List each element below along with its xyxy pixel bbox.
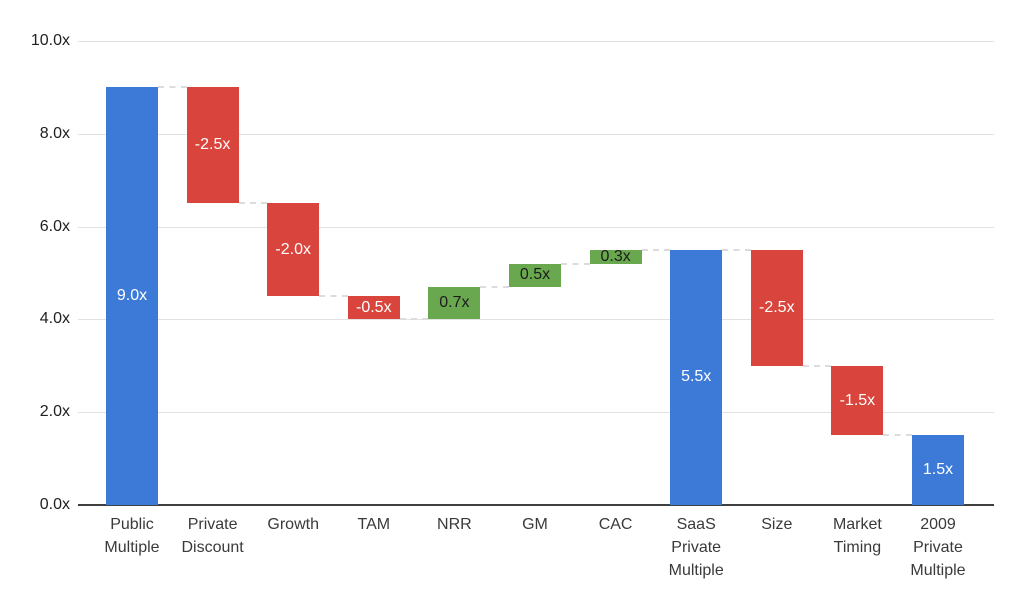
bar-cac: 0.3x bbox=[589, 247, 642, 265]
y-tick-label: 8.0x bbox=[39, 124, 70, 142]
y-tick-label: 10.0x bbox=[30, 32, 70, 49]
x-category-label-line: Multiple bbox=[668, 562, 724, 579]
x-category-label-line: GM bbox=[522, 516, 548, 533]
connector-line bbox=[641, 248, 671, 251]
bar-growth: -2.0x bbox=[267, 203, 320, 297]
x-category-label-2009-private-multiple: 2009 Private Multiple bbox=[890, 513, 986, 582]
x-category-label-cac: CAC bbox=[568, 513, 664, 536]
x-category-label-line: Private bbox=[913, 539, 963, 556]
x-category-label-public-multiple: Public Multiple bbox=[84, 513, 180, 559]
x-category-label-line: Multiple bbox=[104, 539, 160, 556]
x-category-label-line: Growth bbox=[267, 516, 319, 533]
bar-2009-private-multiple: 1.5x bbox=[912, 435, 964, 505]
bar-gm: 0.5x bbox=[509, 263, 561, 287]
gridline bbox=[78, 412, 994, 414]
bar-value-label: -0.5x bbox=[356, 298, 392, 316]
connector-line bbox=[722, 248, 751, 251]
bar-value-label: 5.5x bbox=[681, 368, 712, 386]
bar-private-discount: -2.5x bbox=[186, 87, 239, 204]
bar-value-label: 9.0x bbox=[116, 287, 148, 305]
gridline bbox=[78, 226, 994, 228]
x-category-label-line: SaaS bbox=[676, 516, 716, 533]
gridline bbox=[78, 319, 994, 321]
x-category-label-tam: TAM bbox=[326, 513, 422, 536]
x-category-label-nrr: NRR bbox=[406, 513, 502, 536]
gridline bbox=[78, 133, 994, 135]
y-tick-label: 2.0x bbox=[39, 403, 70, 421]
bar-saas-private-multiple: 5.5x bbox=[670, 249, 723, 505]
x-category-label-line: Size bbox=[761, 516, 793, 533]
x-axis-line bbox=[78, 504, 994, 506]
x-category-label-line: Public bbox=[110, 516, 154, 533]
bar-value-label: -1.5x bbox=[839, 391, 876, 409]
x-category-label-line: Private bbox=[671, 539, 722, 556]
gridline bbox=[78, 41, 994, 42]
x-category-label-private-discount: Private Discount bbox=[165, 513, 261, 559]
bar-size: -2.5x bbox=[750, 249, 803, 366]
connector-line bbox=[802, 364, 832, 367]
x-category-label-gm: GM bbox=[487, 513, 583, 536]
x-category-label-growth: Growth bbox=[245, 513, 341, 536]
x-category-label-line: Market bbox=[832, 516, 882, 533]
bar-value-label: 0.3x bbox=[600, 247, 631, 265]
connector-line bbox=[399, 318, 429, 321]
bar-value-label: 0.7x bbox=[439, 294, 470, 312]
bar-value-label: -2.5x bbox=[194, 136, 231, 154]
x-category-label-saas-private-multiple: SaaS Private Multiple bbox=[648, 513, 744, 582]
bar-value-label: -2.0x bbox=[275, 240, 311, 258]
x-category-label-line: CAC bbox=[598, 516, 633, 533]
x-category-label-size: Size bbox=[729, 513, 825, 536]
y-tick-label: 0.0x bbox=[39, 496, 70, 513]
bar-value-label: 1.5x bbox=[922, 461, 954, 479]
connector-line bbox=[883, 434, 912, 437]
bar-public-multiple: 9.0x bbox=[106, 87, 158, 505]
bar-value-label: 0.5x bbox=[519, 266, 551, 284]
bar-value-label: -2.5x bbox=[759, 298, 795, 316]
x-category-label-line: NRR bbox=[437, 516, 472, 533]
x-category-label-line: 2009 bbox=[920, 516, 956, 533]
connector-line bbox=[480, 285, 509, 288]
connector-line bbox=[319, 295, 348, 298]
bar-tam: -0.5x bbox=[347, 296, 400, 320]
y-tick-label: 4.0x bbox=[39, 310, 70, 328]
connector-line bbox=[238, 202, 268, 205]
x-category-label-line: Timing bbox=[833, 539, 882, 556]
x-category-label-line: Discount bbox=[181, 539, 244, 556]
x-category-label-line: Private bbox=[187, 516, 238, 533]
y-tick-label: 6.0x bbox=[39, 217, 70, 235]
x-category-label-market-timing: Market Timing bbox=[809, 513, 905, 559]
connector-line bbox=[561, 262, 590, 265]
bar-nrr: 0.7x bbox=[428, 286, 481, 320]
x-category-label-line: Multiple bbox=[910, 562, 966, 579]
x-category-label-line: TAM bbox=[357, 516, 391, 533]
connector-line bbox=[158, 86, 187, 89]
bar-market-timing: -1.5x bbox=[831, 365, 884, 436]
